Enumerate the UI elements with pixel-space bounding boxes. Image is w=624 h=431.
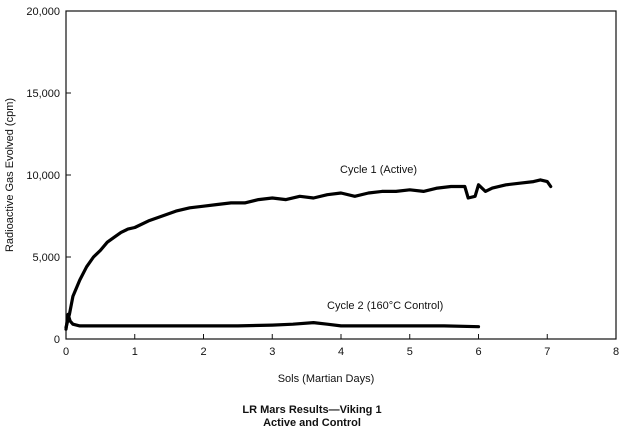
x-tick-label: 0: [63, 346, 69, 358]
series-label-cycle-2: Cycle 2 (160°C Control): [327, 300, 443, 312]
caption-title: LR Mars Results—Viking 1: [242, 404, 382, 416]
x-axis-label: Sols (Martian Days): [278, 373, 375, 385]
y-tick-label: 0: [54, 334, 60, 346]
series-layer: [64, 178, 553, 331]
y-tick-label: 20,000: [26, 6, 60, 18]
x-tick-label: 4: [338, 346, 344, 358]
series-label-cycle-1: Cycle 1 (Active): [340, 164, 417, 176]
x-tick-label: 8: [613, 346, 619, 358]
y-tick-label: 10,000: [26, 170, 60, 182]
caption-subtitle: Active and Control: [263, 417, 361, 429]
x-tick-label: 7: [544, 346, 550, 358]
y-axis-ticks: 0 5,000 10,000 15,000 20,000: [26, 6, 71, 346]
y-tick-label: 15,000: [26, 88, 60, 100]
y-tick-label: 5,000: [32, 252, 60, 264]
series-line-cycle-2: [64, 312, 481, 331]
line-chart: 0 5,000 10,000 15,000 20,000 0 1 2 3 4 5 6 7 8 Radio…: [4, 6, 619, 385]
series-line-cycle-1: [64, 178, 553, 330]
x-tick-label: 2: [200, 346, 206, 358]
x-tick-label: 1: [132, 346, 138, 358]
x-axis-ticks: 0 1 2 3 4 5 6 7 8: [63, 334, 619, 358]
y-axis-label: Radioactive Gas Evolved (cpm): [4, 98, 16, 252]
x-tick-label: 5: [407, 346, 413, 358]
x-tick-label: 3: [269, 346, 275, 358]
x-tick-label: 6: [475, 346, 481, 358]
